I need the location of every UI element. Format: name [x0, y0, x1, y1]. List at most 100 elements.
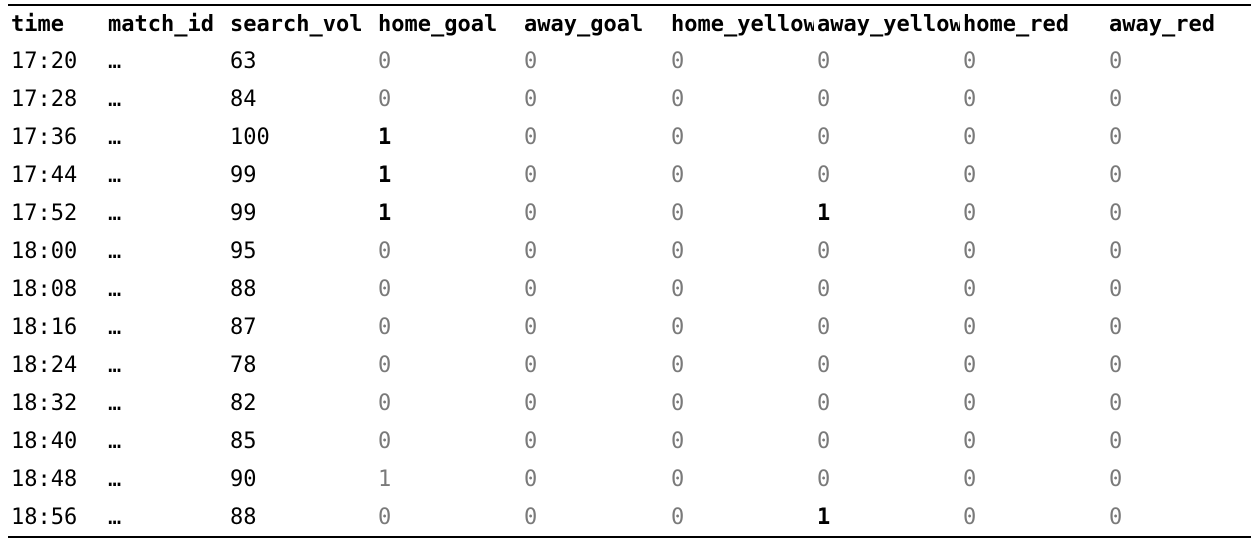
cell-search-vol: 90: [230, 466, 257, 492]
cell-time: 18:48: [11, 466, 78, 492]
cell-match-id: …: [108, 86, 122, 112]
cell-away-goal: 0: [524, 238, 538, 264]
cell-search-vol: 63: [230, 48, 257, 74]
cell-search-vol: 84: [230, 86, 257, 112]
cell-away-yellow: 0: [817, 124, 831, 150]
cell-home-yellow: 0: [671, 352, 685, 378]
cell-away-goal: 0: [524, 200, 538, 226]
cell-away-goal: 0: [524, 504, 538, 530]
cell-home-goal: 1: [378, 466, 392, 492]
cell-home-red: 0: [963, 314, 977, 340]
column-header-away-yellow: away_yellow: [817, 11, 960, 37]
cell-search-vol: 87: [230, 314, 257, 340]
cell-time: 17:36: [11, 124, 78, 150]
cell-home-red: 0: [963, 504, 977, 530]
cell-away-red: 0: [1109, 466, 1123, 492]
cell-home-yellow: 0: [671, 162, 685, 188]
cell-match-id: …: [108, 200, 122, 226]
cell-away-yellow: 0: [817, 390, 831, 416]
cell-time: 18:40: [11, 428, 78, 454]
cell-search-vol: 82: [230, 390, 257, 416]
cell-time: 17:52: [11, 200, 78, 226]
cell-away-red: 0: [1109, 428, 1123, 454]
cell-home-goal: 1: [378, 124, 392, 150]
cell-away-yellow: 0: [817, 314, 831, 340]
cell-search-vol: 100: [230, 124, 270, 150]
cell-search-vol: 99: [230, 162, 257, 188]
cell-away-yellow: 0: [817, 86, 831, 112]
cell-away-goal: 0: [524, 466, 538, 492]
cell-home-goal: 0: [378, 504, 392, 530]
cell-match-id: …: [108, 428, 122, 454]
cell-search-vol: 85: [230, 428, 257, 454]
cell-match-id: …: [108, 48, 122, 74]
cell-home-goal: 0: [378, 390, 392, 416]
cell-away-goal: 0: [524, 314, 538, 340]
cell-away-red: 0: [1109, 390, 1123, 416]
cell-home-red: 0: [963, 352, 977, 378]
table-body: 17:20… 63 0 0 0 0 0 0 17:28… 84 0 0 0 0 0 0 17:36… 100 1 0 0…: [8, 42, 1251, 536]
cell-home-yellow: 0: [671, 200, 685, 226]
cell-home-yellow: 0: [671, 86, 685, 112]
column-header-home-goal: home_goal: [378, 11, 498, 37]
cell-match-id: …: [108, 390, 122, 416]
cell-time: 18:32: [11, 390, 78, 416]
cell-time: 18:00: [11, 238, 78, 264]
cell-home-red: 0: [963, 200, 977, 226]
cell-home-yellow: 0: [671, 504, 685, 530]
cell-home-red: 0: [963, 466, 977, 492]
cell-home-goal: 0: [378, 238, 392, 264]
cell-home-red: 0: [963, 276, 977, 302]
data-table: time match_id search_vol home_goal away_goal…: [8, 6, 1251, 536]
cell-home-red: 0: [963, 124, 977, 150]
cell-away-yellow: 0: [817, 276, 831, 302]
table-row: 18:40 … 85 0 0 0 0 0 0: [8, 422, 1251, 460]
table-row: 18:32 … 82 0 0 0 0 0 0: [8, 384, 1251, 422]
cell-time: 18:08: [11, 276, 78, 302]
cell-match-id: …: [108, 314, 122, 340]
cell-home-yellow: 0: [671, 466, 685, 492]
cell-away-goal: 0: [524, 390, 538, 416]
cell-time: 18:24: [11, 352, 78, 378]
cell-away-goal: 0: [524, 162, 538, 188]
cell-search-vol: 88: [230, 504, 257, 530]
cell-home-goal: 0: [378, 48, 392, 74]
cell-away-red: 0: [1109, 48, 1123, 74]
cell-time: 17:28: [11, 86, 78, 112]
column-header-away-red: away_red: [1109, 11, 1215, 37]
cell-away-red: 0: [1109, 124, 1123, 150]
cell-match-id: …: [108, 124, 122, 150]
column-header-home-yellow: home_yellow: [671, 11, 814, 37]
cell-away-red: 0: [1109, 314, 1123, 340]
data-table-container: time match_id search_vol home_goal away_goal…: [8, 4, 1251, 538]
table-row: 18:16 … 87 0 0 0 0 0 0: [8, 308, 1251, 346]
cell-match-id: …: [108, 352, 122, 378]
table-row: 17:36… 100 1 0 0 0 0 0: [8, 118, 1251, 156]
cell-home-yellow: 0: [671, 48, 685, 74]
cell-away-red: 0: [1109, 276, 1123, 302]
cell-away-goal: 0: [524, 124, 538, 150]
cell-home-red: 0: [963, 48, 977, 74]
cell-search-vol: 99: [230, 200, 257, 226]
cell-search-vol: 88: [230, 276, 257, 302]
table-row: 18:56 … 88 0 0 0 1 0 0: [8, 498, 1251, 536]
cell-home-yellow: 0: [671, 390, 685, 416]
table-row: 18:00 … 95 0 0 0 0 0 0: [8, 232, 1251, 270]
cell-away-goal: 0: [524, 48, 538, 74]
column-header-away-goal: away_goal: [524, 11, 644, 37]
cell-away-yellow: 0: [817, 428, 831, 454]
table-row: 17:20 … 63 0 0 0 0 0 0: [8, 42, 1251, 80]
cell-away-red: 0: [1109, 352, 1123, 378]
cell-away-goal: 0: [524, 352, 538, 378]
cell-home-goal: 0: [378, 428, 392, 454]
cell-home-goal: 1: [378, 200, 392, 226]
cell-home-red: 0: [963, 86, 977, 112]
cell-away-yellow: 0: [817, 466, 831, 492]
cell-away-red: 0: [1109, 200, 1123, 226]
cell-match-id: …: [108, 238, 122, 264]
cell-away-goal: 0: [524, 276, 538, 302]
cell-away-yellow: 0: [817, 352, 831, 378]
cell-home-yellow: 0: [671, 428, 685, 454]
cell-home-goal: 1: [378, 162, 392, 188]
column-header-match-id: match_id: [108, 11, 214, 37]
